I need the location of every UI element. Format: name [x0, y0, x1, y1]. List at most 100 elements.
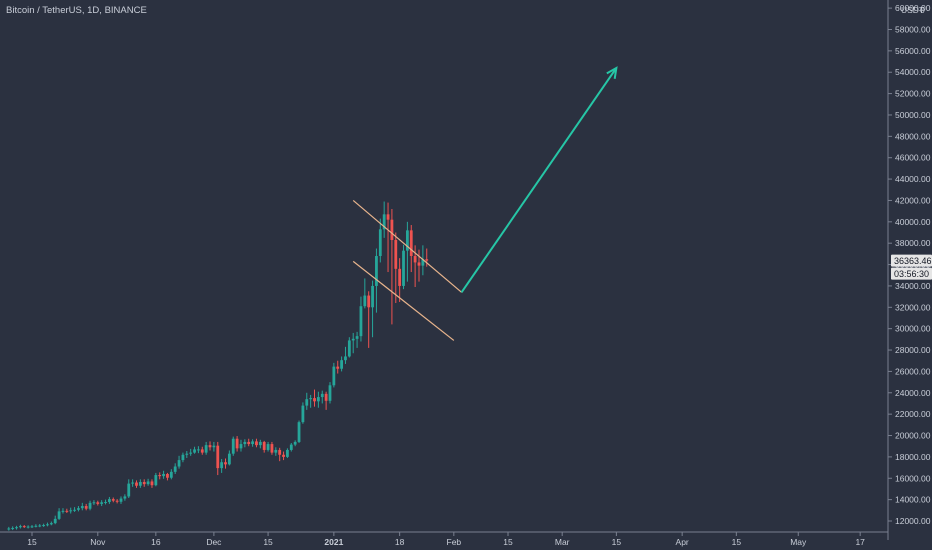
price-tick-label: 58000.00: [895, 24, 931, 34]
time-tick-label: 18: [395, 537, 405, 547]
candle: [197, 446, 200, 454]
price-tick-label: 52000.00: [895, 89, 931, 99]
candle: [293, 440, 297, 447]
candle-body: [386, 214, 390, 220]
candle-body: [142, 481, 146, 485]
candle-body: [425, 259, 429, 261]
candle: [247, 438, 251, 447]
candle: [258, 439, 262, 449]
countdown-box: [891, 267, 932, 280]
candle: [193, 446, 196, 454]
candle: [402, 244, 405, 290]
candle: [154, 472, 158, 487]
candle-body: [46, 524, 49, 526]
projection-arrow-line[interactable]: [460, 67, 618, 293]
candle: [305, 392, 309, 410]
candle-body: [119, 498, 123, 502]
candle: [289, 442, 293, 452]
candle-body: [80, 506, 84, 509]
candle: [146, 478, 150, 486]
candle: [173, 463, 177, 474]
candle-body: [26, 526, 30, 528]
candle: [216, 441, 220, 476]
candle: [131, 479, 135, 487]
price-tick-label: 60000.00: [895, 3, 931, 13]
price-tick-label: 16000.00: [895, 473, 931, 483]
candle-body: [247, 441, 251, 445]
candle: [274, 447, 278, 456]
candle-body: [289, 444, 293, 450]
candle: [181, 452, 185, 463]
price-tick-label: 24000.00: [895, 388, 931, 398]
price-tick-label: 30000.00: [895, 324, 931, 334]
candle: [286, 448, 289, 458]
candle: [123, 494, 127, 501]
candle-body: [375, 256, 378, 286]
candle: [328, 382, 332, 404]
candle-body: [355, 336, 359, 339]
candle-body: [359, 306, 363, 337]
candle: [80, 502, 84, 511]
candle: [212, 441, 216, 452]
candle-body: [169, 471, 173, 478]
candle-body: [402, 250, 405, 286]
candle-body: [111, 499, 115, 501]
candle: [355, 331, 359, 348]
candle-body: [115, 500, 119, 502]
candle: [405, 221, 409, 282]
annotations-layer[interactable]: [352, 66, 618, 341]
channel-lower-line[interactable]: [352, 260, 455, 341]
candle-body: [316, 397, 320, 402]
candle-body: [309, 398, 313, 400]
time-tick-label: Feb: [447, 537, 462, 547]
time-tick-label: May: [790, 537, 807, 547]
bar-close-countdown: 03:56:30: [894, 269, 929, 279]
candle-body: [336, 366, 340, 369]
candle: [313, 389, 316, 407]
candle: [158, 472, 162, 480]
candle-body: [69, 510, 73, 512]
candle: [84, 503, 88, 511]
candle: [61, 508, 65, 514]
candle-body: [340, 360, 343, 369]
channel-upper-line[interactable]: [352, 199, 462, 293]
candle-body: [158, 475, 162, 477]
candle: [332, 362, 336, 388]
candle: [344, 346, 347, 364]
candle: [49, 521, 53, 526]
time-tick-label: 2021: [324, 537, 343, 547]
candle: [398, 258, 402, 302]
candle-body: [378, 229, 382, 257]
candle-body: [173, 466, 177, 472]
candle-body: [405, 230, 409, 251]
candle: [359, 296, 363, 342]
price-tick-label: 44000.00: [895, 174, 931, 184]
candle: [104, 499, 107, 505]
candle-body: [390, 219, 394, 240]
price-tick-label: 46000.00: [895, 153, 931, 163]
candle: [324, 391, 328, 410]
candle: [166, 472, 169, 481]
candle: [69, 507, 73, 514]
candle: [282, 451, 285, 461]
time-tick-label: Nov: [90, 537, 106, 547]
price-tick-label: 50000.00: [895, 110, 931, 120]
candle-body: [30, 526, 34, 528]
price-tick-label: 32000.00: [895, 302, 931, 312]
candle: [119, 496, 123, 504]
time-axis[interactable]: 15 Nov 16 Dec 15 2021 18 Feb 15 Mar 15 Apr 15 May 17: [0, 531, 888, 547]
candle-body: [258, 441, 262, 446]
candle-body: [363, 295, 367, 307]
candle-body: [347, 340, 351, 357]
candle-body: [208, 445, 212, 448]
candle-body: [367, 295, 371, 308]
candle: [351, 332, 355, 354]
projection-arrow-head[interactable]: [606, 66, 618, 79]
time-tick-label: 15: [732, 537, 742, 547]
candle-body: [49, 523, 53, 525]
candle: [26, 525, 30, 529]
candle-body: [394, 239, 398, 269]
candle: [270, 441, 274, 455]
price-axis[interactable]: USDT 0 12000.00 14000.00 16000.00 18000.00 2…: [887, 0, 931, 540]
